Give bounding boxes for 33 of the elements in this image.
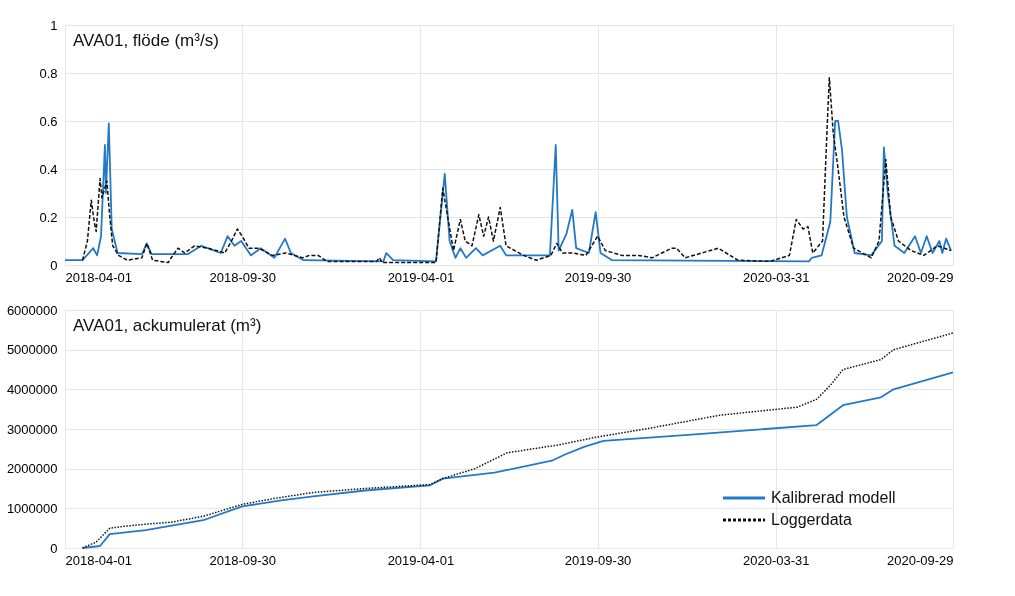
x-tick-label: 2020-03-31 (743, 269, 810, 285)
x-tick-label: 2018-04-01 (65, 552, 132, 568)
x-tick-label: 2020-09-29 (887, 269, 954, 285)
y-tick-label: 0 (50, 540, 58, 556)
x-tick-label: 2020-03-31 (743, 552, 810, 568)
y-tick-label: 0 (50, 257, 58, 273)
y-tick-label: 0.4 (39, 161, 58, 177)
x-tick-label: 2020-09-29 (887, 552, 954, 568)
x-tick-label: 2019-09-30 (564, 552, 632, 568)
x-tick-label: 2018-09-30 (209, 552, 276, 568)
y-tick-label: 0.8 (39, 65, 58, 81)
chart-title: AVA01, flöde (m³/s) (73, 31, 219, 50)
chart-title: AVA01, ackumulerat (m³) (73, 316, 262, 335)
line-series (64, 120, 952, 263)
y-tick-label: 1 (50, 17, 58, 33)
y-tick-label: 0.2 (39, 209, 58, 225)
x-tick-label: 2018-04-01 (65, 269, 132, 285)
y-tick-label: 5000000 (6, 342, 58, 358)
line-series (81, 77, 952, 264)
y-tick-label: 6000000 (6, 302, 58, 318)
x-tick-label: 2019-04-01 (387, 552, 455, 568)
x-tick-label: 2018-09-30 (209, 269, 276, 285)
y-tick-label: 0.6 (39, 113, 58, 129)
y-tick-label: 2000000 (6, 461, 58, 477)
y-tick-label: 1000000 (6, 500, 58, 516)
y-tick-label: 3000000 (6, 421, 58, 437)
legend-label: Kalibrerad modell (771, 489, 896, 506)
line-series (81, 371, 954, 549)
x-tick-label: 2019-04-01 (387, 269, 455, 285)
line-series (81, 332, 954, 549)
y-tick-label: 4000000 (6, 381, 58, 397)
legend-label: Loggerdata (771, 511, 853, 528)
x-tick-label: 2019-09-30 (564, 269, 632, 285)
